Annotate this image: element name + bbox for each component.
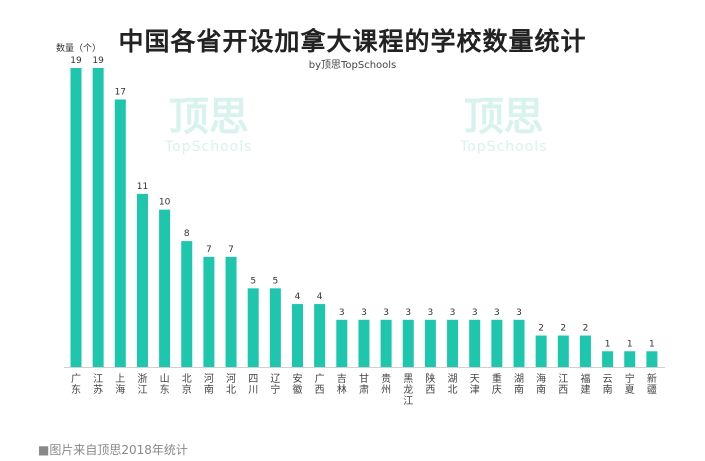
data-label: 17 [115,87,126,97]
x-tick-label: 云南 [603,374,613,396]
x-tick-label: 浙江 [137,373,147,396]
x-tick-label: 宁夏 [625,372,635,396]
data-label: 3 [494,308,500,318]
data-label: 10 [159,198,171,208]
bar [358,319,370,367]
data-label: 19 [70,56,82,66]
data-label: 3 [339,308,345,318]
x-tick-label: 湖南 [514,373,524,396]
bar [424,319,436,367]
x-tick-label: 贵州 [381,372,391,396]
data-label: 7 [228,245,234,255]
x-tick-label: 四川 [248,374,258,396]
bar [491,319,503,367]
bar [602,351,614,367]
bar [159,209,171,367]
bar [225,256,237,367]
data-label: 8 [184,229,190,239]
bar [314,304,326,367]
data-label: 3 [516,308,522,318]
bar [92,68,104,367]
x-tick-label: 河南 [204,373,214,396]
bar [181,241,193,367]
x-tick-label: 广东 [71,373,81,396]
data-label: 11 [137,182,148,192]
x-tick-label: 重庆 [492,372,502,396]
data-label: 5 [250,276,256,286]
x-tick-label: 辽宁 [270,373,280,396]
chart-subtitle: by顶思TopSchools [308,60,397,71]
data-label: 1 [649,339,655,349]
x-tick-label: 陕西 [425,372,435,396]
bar [136,193,148,367]
x-tick-label: 江西 [558,373,568,396]
x-tick-label: 黑龙江 [403,373,413,407]
data-label: 7 [206,245,212,255]
bar [380,319,392,367]
bar [114,99,126,367]
data-label: 5 [272,276,278,286]
data-label: 2 [560,324,566,334]
data-label: 4 [295,292,301,302]
bar [447,319,459,367]
x-tick-label: 广西 [315,373,325,396]
x-tick-label: 吉林 [337,373,347,396]
bar [203,256,215,367]
x-tick-label: 北京 [182,373,192,396]
x-tick-label: 山东 [160,373,170,396]
x-tick-label: 湖北 [448,373,458,396]
x-tick-label: 河北 [226,373,236,396]
chart-title: 中国各省开设加拿大课程的学校数量统计 [118,27,587,56]
x-tick-label: 海南 [536,372,546,396]
x-tick-label: 上海 [115,373,125,396]
x-tick-label: 安徽 [293,372,303,396]
bar [624,351,636,367]
bar [513,319,525,367]
bar [579,335,591,367]
data-label: 3 [472,308,478,318]
data-label: 1 [627,339,633,349]
data-label: 3 [405,308,411,318]
x-tick-label: 新疆 [647,372,657,396]
x-tick-label: 江苏 [93,373,103,396]
bar [557,335,569,367]
data-label: 3 [361,308,367,318]
bar [646,351,658,367]
data-label: 3 [428,308,434,318]
data-label: 3 [383,308,389,318]
bar [292,304,303,367]
x-tick-label: 福建 [580,372,590,396]
data-label: 1 [605,339,611,349]
bar [535,335,547,367]
data-label: 3 [450,308,456,318]
y-axis-label: 数量（个） [56,44,102,54]
x-tick-label: 甘肃 [359,372,369,396]
data-label: 4 [317,292,323,302]
x-tick-label: 天津 [470,374,480,396]
bar [70,68,82,367]
bar [336,319,348,367]
footer-caption: ■图片来自顶思2018年统计 [38,443,188,457]
bar [247,288,259,367]
data-label: 19 [92,56,104,66]
bar [402,319,414,367]
data-label: 2 [583,324,589,334]
bar [269,288,281,367]
data-label: 2 [538,324,544,334]
bar [469,319,481,367]
